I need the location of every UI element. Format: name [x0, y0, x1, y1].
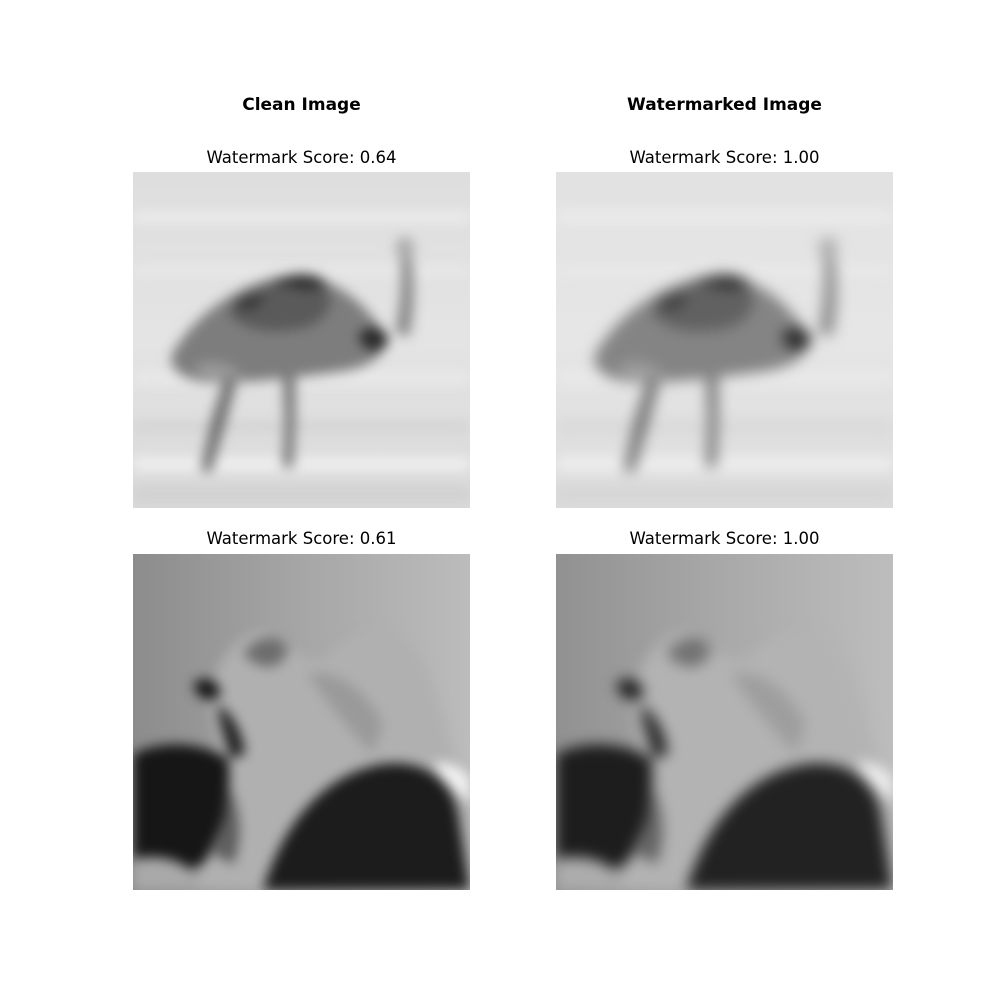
- watermarked-image-title: Watermarked Image: [627, 95, 822, 115]
- ostrich-picture-watermarked: [556, 172, 893, 508]
- ostrich-picture-clean: [133, 172, 470, 508]
- watermarked-image-ostrich: [556, 172, 893, 508]
- clean-image-ostrich: [133, 172, 470, 508]
- clean-score-label-row-2: Watermark Score: 0.61: [206, 529, 397, 548]
- watermarked-score-label-row-2: Watermark Score: 1.00: [629, 529, 820, 548]
- clean-image-title: Clean Image: [242, 95, 361, 115]
- watermarked-image-bird: [556, 554, 893, 890]
- watermarked-score-label-row-1: Watermark Score: 1.00: [629, 148, 820, 167]
- bird-picture-watermarked: [556, 554, 893, 890]
- clean-score-label-row-1: Watermark Score: 0.64: [206, 148, 397, 167]
- clean-image-bird: [133, 554, 470, 890]
- bird-picture-clean: [133, 554, 470, 890]
